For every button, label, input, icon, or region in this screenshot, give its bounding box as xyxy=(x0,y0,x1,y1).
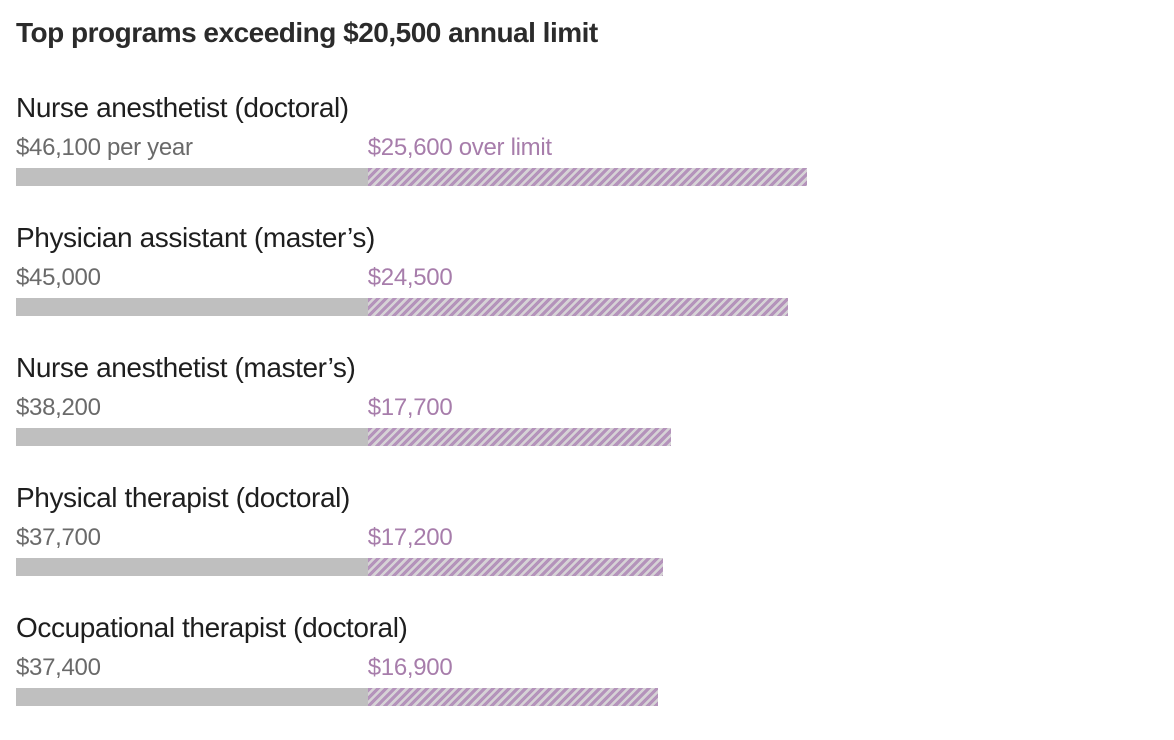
program-values: $37,700 $17,200 xyxy=(16,523,1174,553)
program-name: Physician assistant (master’s) xyxy=(16,222,375,253)
program-total-value: $37,700 xyxy=(16,524,101,551)
program-values: $38,200 $17,700 xyxy=(16,393,1174,423)
program-values: $45,000 $24,500 xyxy=(16,263,1174,293)
program-row: Physical therapist (doctoral) $37,700 $1… xyxy=(16,480,1174,610)
bar-under-limit-segment xyxy=(16,168,368,186)
program-bar xyxy=(16,688,1174,706)
bar-under-limit-segment xyxy=(16,688,368,706)
program-name: Occupational therapist (doctoral) xyxy=(16,612,408,643)
program-bar xyxy=(16,558,1174,576)
program-rows: Nurse anesthetist (doctoral) $46,100 per… xyxy=(16,90,1174,740)
program-bar xyxy=(16,428,1174,446)
program-name: Nurse anesthetist (master’s) xyxy=(16,352,356,383)
bar-over-limit-segment xyxy=(367,298,789,316)
program-name: Physical therapist (doctoral) xyxy=(16,482,350,513)
program-over-value: $24,500 xyxy=(367,264,453,291)
program-over-value: $16,900 xyxy=(367,654,453,681)
program-over-value: $25,600 over limit xyxy=(367,134,552,161)
bar-over-limit-segment xyxy=(367,688,658,706)
bar-over-limit-segment xyxy=(367,428,672,446)
program-row: Physician assistant (master’s) $45,000 $… xyxy=(16,220,1174,350)
program-values: $37,400 $16,900 xyxy=(16,653,1174,683)
program-total-value: $46,100 per year xyxy=(16,134,193,161)
program-total-value: $37,400 xyxy=(16,654,101,681)
program-over-value: $17,200 xyxy=(367,524,453,551)
bar-under-limit-segment xyxy=(16,298,368,316)
program-total-value: $38,200 xyxy=(16,394,101,421)
program-row: Occupational therapist (doctoral) $37,40… xyxy=(16,610,1174,740)
bar-under-limit-segment xyxy=(16,428,368,446)
program-name: Nurse anesthetist (doctoral) xyxy=(16,92,349,123)
program-bar xyxy=(16,168,1174,186)
program-total-value: $45,000 xyxy=(16,264,101,291)
bar-over-limit-segment xyxy=(367,168,807,186)
bar-over-limit-segment xyxy=(367,558,663,576)
program-row: Nurse anesthetist (doctoral) $46,100 per… xyxy=(16,90,1174,220)
program-bar xyxy=(16,298,1174,316)
chart-title: Top programs exceeding $20,500 annual li… xyxy=(16,17,598,48)
program-values: $46,100 per year $25,600 over limit xyxy=(16,133,1174,163)
program-over-value: $17,700 xyxy=(367,394,453,421)
bar-under-limit-segment xyxy=(16,558,368,576)
program-row: Nurse anesthetist (master’s) $38,200 $17… xyxy=(16,350,1174,480)
